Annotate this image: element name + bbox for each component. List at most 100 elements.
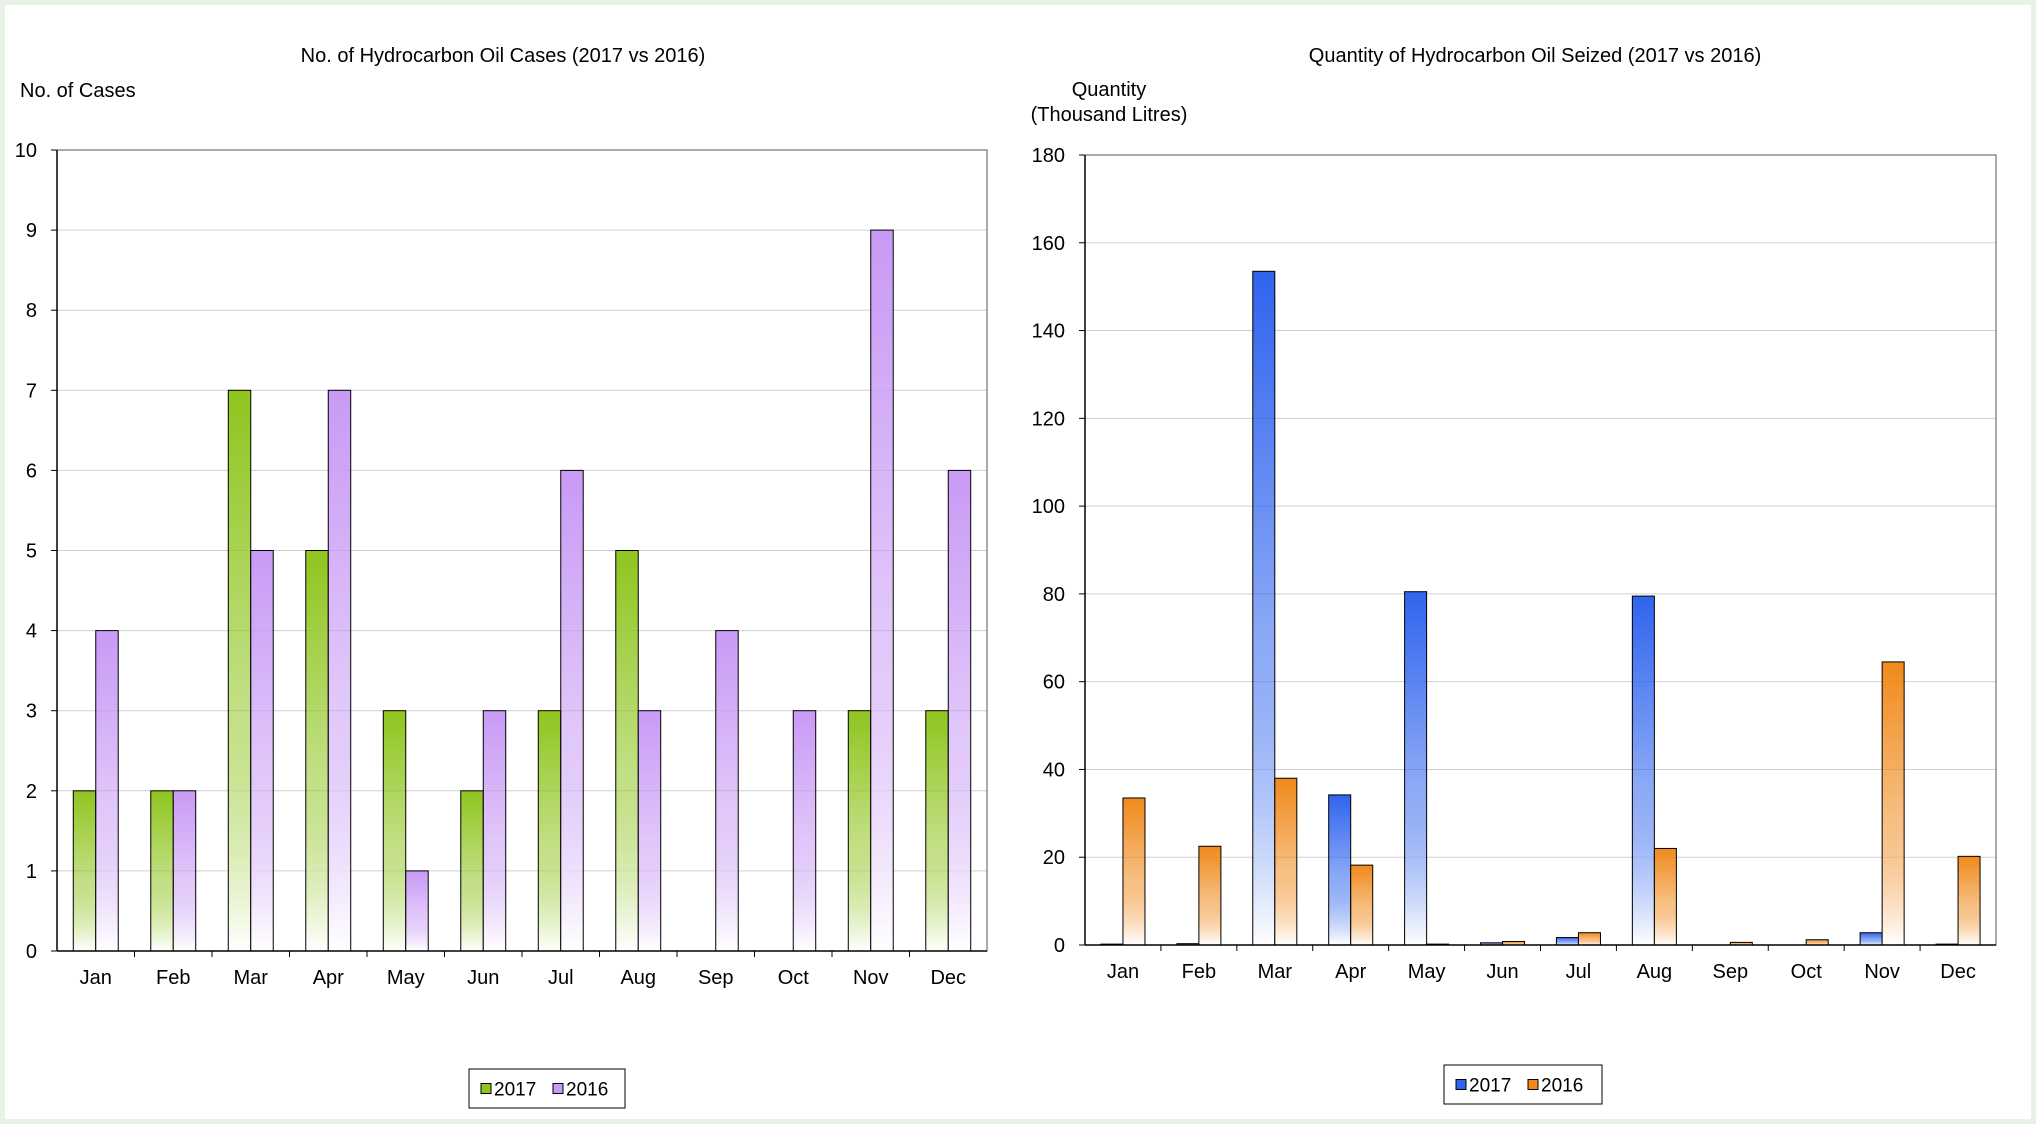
legend: 2017 2016 xyxy=(469,1069,625,1108)
bar-2017-nov xyxy=(1860,933,1882,945)
y-tick-label: 0 xyxy=(1054,935,1065,957)
bar-2017-apr xyxy=(1329,795,1351,945)
bar-2017-nov xyxy=(848,711,870,951)
y-tick-label: 180 xyxy=(1032,145,1065,167)
bar-2017-mar xyxy=(228,390,250,951)
bar-2016-dec xyxy=(1958,856,1980,945)
legend-swatch-2017 xyxy=(1456,1080,1466,1090)
y-tick-label: 100 xyxy=(1032,496,1065,518)
legend-label-2017: 2017 xyxy=(1469,1076,1511,1097)
y-tick-label: 120 xyxy=(1032,408,1065,430)
bar-2017-jun xyxy=(461,791,483,951)
chart-1: No. of Hydrocarbon Oil Cases (2017 vs 20… xyxy=(15,45,987,1108)
bar-2017-feb xyxy=(151,791,173,951)
bar-2016-jul xyxy=(561,470,583,951)
bar-2017-jul xyxy=(538,711,560,951)
y-tick-label: 4 xyxy=(26,621,37,643)
bar-2016-jan xyxy=(96,631,118,951)
legend-swatch-2016 xyxy=(1528,1080,1538,1090)
x-category-label: Aug xyxy=(1637,961,1673,983)
y-tick-label: 80 xyxy=(1043,584,1065,606)
y-tick-label: 160 xyxy=(1032,233,1065,255)
bar-2016-may xyxy=(406,871,428,951)
bar-2016-mar xyxy=(251,551,273,952)
bar-2016-oct xyxy=(793,711,815,951)
chart-2: Quantity of Hydrocarbon Oil Seized (2017… xyxy=(1031,45,1996,1104)
y-tick-label: 9 xyxy=(26,220,37,242)
y-axis-title: No. of Cases xyxy=(20,80,136,102)
x-category-label: Mar xyxy=(1258,961,1293,983)
bar-2016-mar xyxy=(1275,778,1297,945)
bar-2016-jul xyxy=(1578,933,1600,945)
x-category-label: Apr xyxy=(1335,961,1366,983)
bar-2017-may xyxy=(1405,592,1427,945)
bar-2017-aug xyxy=(1632,596,1654,945)
bar-2016-apr xyxy=(1351,865,1373,945)
bar-2016-jun xyxy=(483,711,505,951)
x-category-label: Oct xyxy=(778,967,810,989)
plot-area xyxy=(1085,155,1996,945)
x-category-label: Jul xyxy=(548,967,574,989)
bar-2016-aug xyxy=(1654,848,1676,945)
bar-2016-feb xyxy=(173,791,195,951)
y-tick-label: 20 xyxy=(1043,847,1065,869)
y-tick-label: 140 xyxy=(1032,321,1065,343)
legend-swatch-2016 xyxy=(553,1084,563,1094)
x-category-label: Oct xyxy=(1791,961,1823,983)
legend-label-2016: 2016 xyxy=(566,1080,608,1101)
x-category-label: Jul xyxy=(1566,961,1592,983)
x-category-label: Feb xyxy=(156,967,190,989)
x-category-label: Sep xyxy=(1712,961,1748,983)
legend-label-2016: 2016 xyxy=(1541,1076,1583,1097)
legend-label-2017: 2017 xyxy=(494,1080,536,1101)
y-tick-label: 8 xyxy=(26,300,37,322)
bar-2016-aug xyxy=(638,711,660,951)
legend-swatch-2017 xyxy=(481,1084,491,1094)
bar-2017-apr xyxy=(306,551,328,952)
y-tick-label: 10 xyxy=(15,140,37,162)
bar-2017-jul xyxy=(1556,938,1578,945)
x-category-label: Jan xyxy=(80,967,112,989)
y-tick-label: 40 xyxy=(1043,759,1065,781)
x-category-label: Mar xyxy=(234,967,269,989)
x-category-label: Dec xyxy=(1940,961,1976,983)
x-category-label: Apr xyxy=(313,967,344,989)
x-category-label: Jan xyxy=(1107,961,1139,983)
x-category-label: Jun xyxy=(1486,961,1518,983)
bar-2017-jan xyxy=(73,791,95,951)
bar-2016-apr xyxy=(328,390,350,951)
y-tick-label: 2 xyxy=(26,781,37,803)
y-tick-label: 0 xyxy=(26,941,37,963)
bar-2017-aug xyxy=(616,551,638,952)
y-tick-label: 3 xyxy=(26,701,37,723)
y-axis-title: Quantity xyxy=(1072,79,1146,101)
bar-2016-oct xyxy=(1806,940,1828,945)
x-category-label: Feb xyxy=(1182,961,1216,983)
bar-2016-sep xyxy=(716,631,738,951)
bar-2017-dec xyxy=(926,711,948,951)
x-category-label: Nov xyxy=(853,967,889,989)
x-category-label: Aug xyxy=(620,967,656,989)
bar-2016-dec xyxy=(948,470,970,951)
y-tick-label: 7 xyxy=(26,380,37,402)
bar-2016-nov xyxy=(1882,662,1904,945)
y-tick-label: 60 xyxy=(1043,672,1065,694)
legend: 2017 2016 xyxy=(1444,1065,1602,1104)
chart-title: Quantity of Hydrocarbon Oil Seized (2017… xyxy=(1309,45,1761,67)
y-axis-title-line2: (Thousand Litres) xyxy=(1031,104,1188,126)
bar-2017-mar xyxy=(1253,271,1275,945)
x-category-label: Sep xyxy=(698,967,734,989)
x-category-label: Jun xyxy=(467,967,499,989)
x-category-label: May xyxy=(1408,961,1446,983)
x-category-label: Nov xyxy=(1864,961,1900,983)
x-category-label: May xyxy=(387,967,425,989)
x-category-label: Dec xyxy=(930,967,966,989)
bar-2016-feb xyxy=(1199,846,1221,945)
bar-2016-nov xyxy=(871,230,893,951)
y-tick-label: 1 xyxy=(26,861,37,883)
bar-2016-jan xyxy=(1123,798,1145,945)
chart-title: No. of Hydrocarbon Oil Cases (2017 vs 20… xyxy=(301,45,706,67)
bar-2017-may xyxy=(383,711,405,951)
y-tick-label: 5 xyxy=(26,541,37,563)
